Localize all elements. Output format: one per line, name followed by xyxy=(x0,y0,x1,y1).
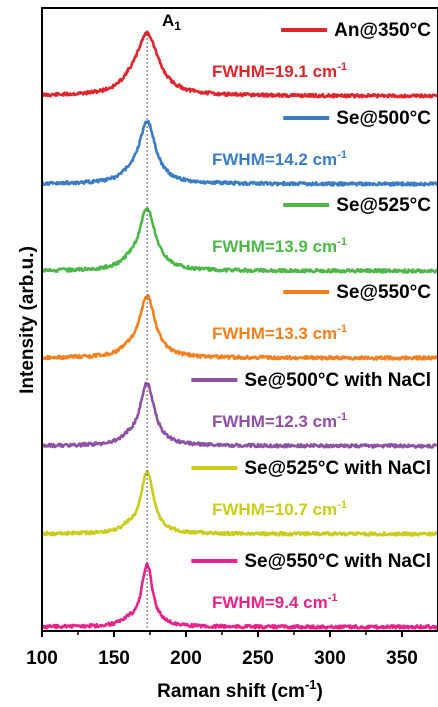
fwhm-label: FWHM=13.9 cm-1 xyxy=(212,236,347,256)
series-line xyxy=(41,470,438,537)
x-axis-title-superscript: -1 xyxy=(305,677,317,692)
fwhm-label-superscript: -1 xyxy=(337,61,347,73)
peak-label-subscript: 1 xyxy=(174,19,181,33)
fwhm-label-main: FWHM=12.3 cm xyxy=(212,412,337,431)
legend-label: Se@500°C with NaCl xyxy=(244,370,431,391)
x-tick-label: 100 xyxy=(26,648,58,669)
fwhm-label-main: FWHM=13.3 cm xyxy=(212,324,337,343)
peak-label-main: A xyxy=(162,11,174,30)
x-tick-label: 350 xyxy=(386,648,418,669)
fwhm-label-main: FWHM=9.4 cm xyxy=(212,593,328,612)
legend-label: Se@550°C with NaCl xyxy=(244,551,431,572)
fwhm-label-superscript: -1 xyxy=(337,499,347,511)
fwhm-label-main: FWHM=10.7 cm xyxy=(212,500,337,519)
legend-label: Se@550°C xyxy=(336,282,431,303)
fwhm-label: FWHM=14.2 cm-1 xyxy=(212,149,347,169)
x-axis-title: Raman shift (cm-1) xyxy=(157,677,323,702)
fwhm-label-superscript: -1 xyxy=(337,323,347,335)
fwhm-label: FWHM=9.4 cm-1 xyxy=(212,592,338,612)
fwhm-label-superscript: -1 xyxy=(337,149,347,161)
fwhm-label: FWHM=19.1 cm-1 xyxy=(212,61,347,81)
legend-label: Se@525°C xyxy=(336,195,431,216)
fwhm-label: FWHM=10.7 cm-1 xyxy=(212,499,347,519)
x-axis-title-end: ) xyxy=(317,681,323,702)
x-axis: 100 150 200 250 300 350 xyxy=(26,631,418,669)
fwhm-label-superscript: -1 xyxy=(337,411,347,423)
series-line xyxy=(41,31,438,99)
curves-layer xyxy=(40,31,438,630)
y-axis-title: Intensity (arb.u.) xyxy=(17,246,38,394)
fwhm-label: FWHM=12.3 cm-1 xyxy=(212,411,347,431)
fwhm-label: FWHM=13.3 cm-1 xyxy=(212,323,347,343)
series-line xyxy=(41,120,438,187)
legend-label: An@350°C xyxy=(334,20,431,41)
fwhm-label-superscript: -1 xyxy=(337,236,347,248)
legend-label: Se@500°C xyxy=(336,108,431,129)
x-axis-title-main: Raman shift (cm xyxy=(157,681,305,702)
x-tick-label: 200 xyxy=(170,648,202,669)
plot-frame xyxy=(41,7,438,632)
fwhm-label-superscript: -1 xyxy=(328,592,338,604)
x-tick-label: 250 xyxy=(242,648,274,669)
peak-label: A1 xyxy=(162,11,181,33)
series-line xyxy=(40,381,438,449)
fwhm-label-main: FWHM=14.2 cm xyxy=(212,150,337,169)
legend-label: Se@525°C with NaCl xyxy=(244,458,431,479)
fwhm-label-main: FWHM=13.9 cm xyxy=(212,237,337,256)
x-tick-label: 150 xyxy=(98,648,130,669)
series-line xyxy=(40,294,438,361)
x-tick-label: 300 xyxy=(314,648,346,669)
fwhm-label-main: FWHM=19.1 cm xyxy=(212,62,337,81)
series-line xyxy=(40,562,438,630)
series-line xyxy=(41,207,438,274)
